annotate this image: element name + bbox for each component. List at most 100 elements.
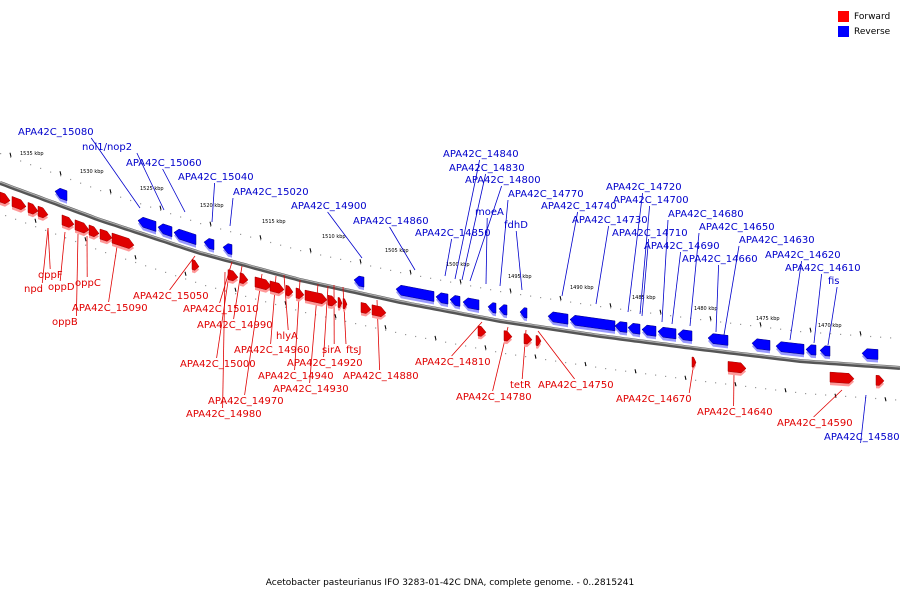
tick-dot-bottom — [595, 366, 597, 368]
tick-dot-top — [10, 156, 12, 158]
tick-dot-bottom — [225, 290, 227, 292]
tick-dot-top — [260, 239, 262, 241]
major-tick-top — [559, 295, 562, 301]
leader-apa42c-15080 — [90, 137, 141, 209]
tick-dot-bottom — [35, 226, 37, 228]
tick-dot-bottom — [605, 368, 607, 370]
tick-dot-bottom — [135, 261, 137, 264]
leader-ftsj — [342, 286, 347, 345]
tick-dot-top — [150, 206, 152, 208]
tick-dot-top — [840, 333, 842, 335]
tick-dot-top — [310, 252, 312, 254]
gene-label-apa42c-14650: APA42C_14650 — [699, 222, 775, 233]
tick-dot-bottom — [105, 252, 107, 254]
gene-label-moea: moeA — [475, 207, 504, 218]
tick-dot-bottom — [695, 379, 697, 381]
gene-label-tetr: tetR — [510, 380, 531, 391]
tick-dot-top — [180, 216, 182, 218]
tick-dot-top — [30, 164, 32, 166]
leader-apa42c-14610 — [813, 273, 822, 344]
tick-dot-bottom — [515, 354, 517, 356]
gene-arrow-forward — [360, 302, 372, 314]
tick-dot-bottom — [525, 356, 527, 358]
tick-dot-top — [60, 175, 62, 177]
tick-dot-top — [790, 329, 792, 331]
major-tick-top — [759, 322, 762, 327]
tick-dot-top — [460, 283, 462, 285]
tick-dot-bottom — [875, 397, 877, 400]
tick-dot-bottom — [445, 341, 447, 343]
leader-fdhd — [515, 230, 523, 291]
scale-label: 1490 kbp — [570, 285, 594, 291]
legend-swatch-forward — [838, 11, 849, 22]
tick-dot-top — [340, 258, 342, 260]
tick-dot-bottom — [285, 306, 287, 308]
tick-dot-top — [300, 250, 302, 252]
tick-dot-top — [440, 279, 442, 281]
legend-item-reverse: Reverse — [838, 24, 890, 39]
gene-arrow-reverse — [222, 243, 233, 255]
gene-label-apa42c-14730: APA42C_14730 — [572, 215, 648, 226]
tick-dot-top — [100, 190, 102, 192]
tick-dot-bottom — [545, 359, 547, 361]
tick-dot-top — [870, 335, 872, 338]
gene-label-apa42c-14720: APA42C_14720 — [606, 182, 682, 193]
leader-npd — [41, 227, 49, 284]
legend-label-reverse: Reverse — [854, 26, 891, 37]
legend-item-forward: Forward — [838, 9, 890, 24]
tick-dot-bottom — [295, 309, 297, 311]
gene-arrow-forward — [88, 224, 100, 238]
gene-label-apa42c-14750: APA42C_14750 — [538, 380, 614, 391]
tick-dot-bottom — [185, 278, 187, 280]
gene-label-sira: sirA — [322, 345, 341, 356]
tick-dot-top — [190, 219, 192, 221]
gene-arrow-reverse — [203, 238, 215, 251]
leader-hlya — [283, 274, 289, 331]
gene-label-fis: fis — [828, 276, 840, 287]
tick-dot-bottom — [335, 318, 337, 320]
tick-dot-top — [560, 300, 562, 302]
leader-apa42c-14720 — [627, 192, 643, 313]
tick-dot-top — [610, 307, 612, 309]
major-tick-top — [9, 152, 12, 157]
leader-apa42c-15020 — [229, 197, 234, 227]
leader-apa42c-14680 — [661, 219, 669, 323]
gene-label-apa42c-14740: APA42C_14740 — [541, 201, 617, 212]
tick-dot-bottom — [145, 265, 147, 267]
gene-label-oppd: oppD — [48, 282, 75, 293]
tick-dot-top — [640, 311, 642, 313]
gene-arrow-forward — [371, 304, 387, 318]
tick-dot-bottom — [355, 323, 357, 325]
tick-dot-bottom — [555, 360, 557, 362]
tick-dot-top — [430, 277, 432, 279]
tick-dot-top — [470, 285, 472, 287]
tick-dot-top — [90, 186, 92, 188]
major-tick-bottom — [184, 271, 187, 276]
tick-dot-top — [780, 328, 782, 330]
major-tick-top — [309, 248, 312, 253]
tick-dot-top — [660, 313, 662, 315]
gene-arrow-reverse — [462, 297, 480, 311]
tick-dot-top — [830, 333, 832, 335]
tick-dot-bottom — [265, 301, 267, 303]
major-tick-bottom — [434, 335, 437, 341]
tick-dot-top — [500, 291, 502, 293]
tick-dot-bottom — [465, 345, 467, 347]
tick-dot-bottom — [645, 373, 647, 375]
tick-dot-top — [20, 160, 22, 162]
tick-dot-top — [650, 312, 652, 314]
tick-dot-bottom — [95, 248, 97, 250]
tick-dot-bottom — [795, 391, 797, 393]
leader-nol1-nop2 — [136, 152, 165, 211]
gene-label-apa42c-15020: APA42C_15020 — [233, 187, 309, 198]
major-tick-top — [109, 189, 112, 194]
gene-label-apa42c-14630: APA42C_14630 — [739, 235, 815, 246]
gene-arrow-forward — [37, 205, 49, 219]
leader-apa42c-15040 — [211, 182, 215, 223]
tick-dot-top — [360, 263, 362, 265]
tick-dot-bottom — [205, 285, 207, 287]
legend-swatch-reverse — [838, 26, 849, 37]
gene-label-apa42c-14680: APA42C_14680 — [668, 209, 744, 220]
tick-dot-bottom — [155, 268, 157, 270]
leader-apa42c-15000 — [216, 267, 231, 359]
